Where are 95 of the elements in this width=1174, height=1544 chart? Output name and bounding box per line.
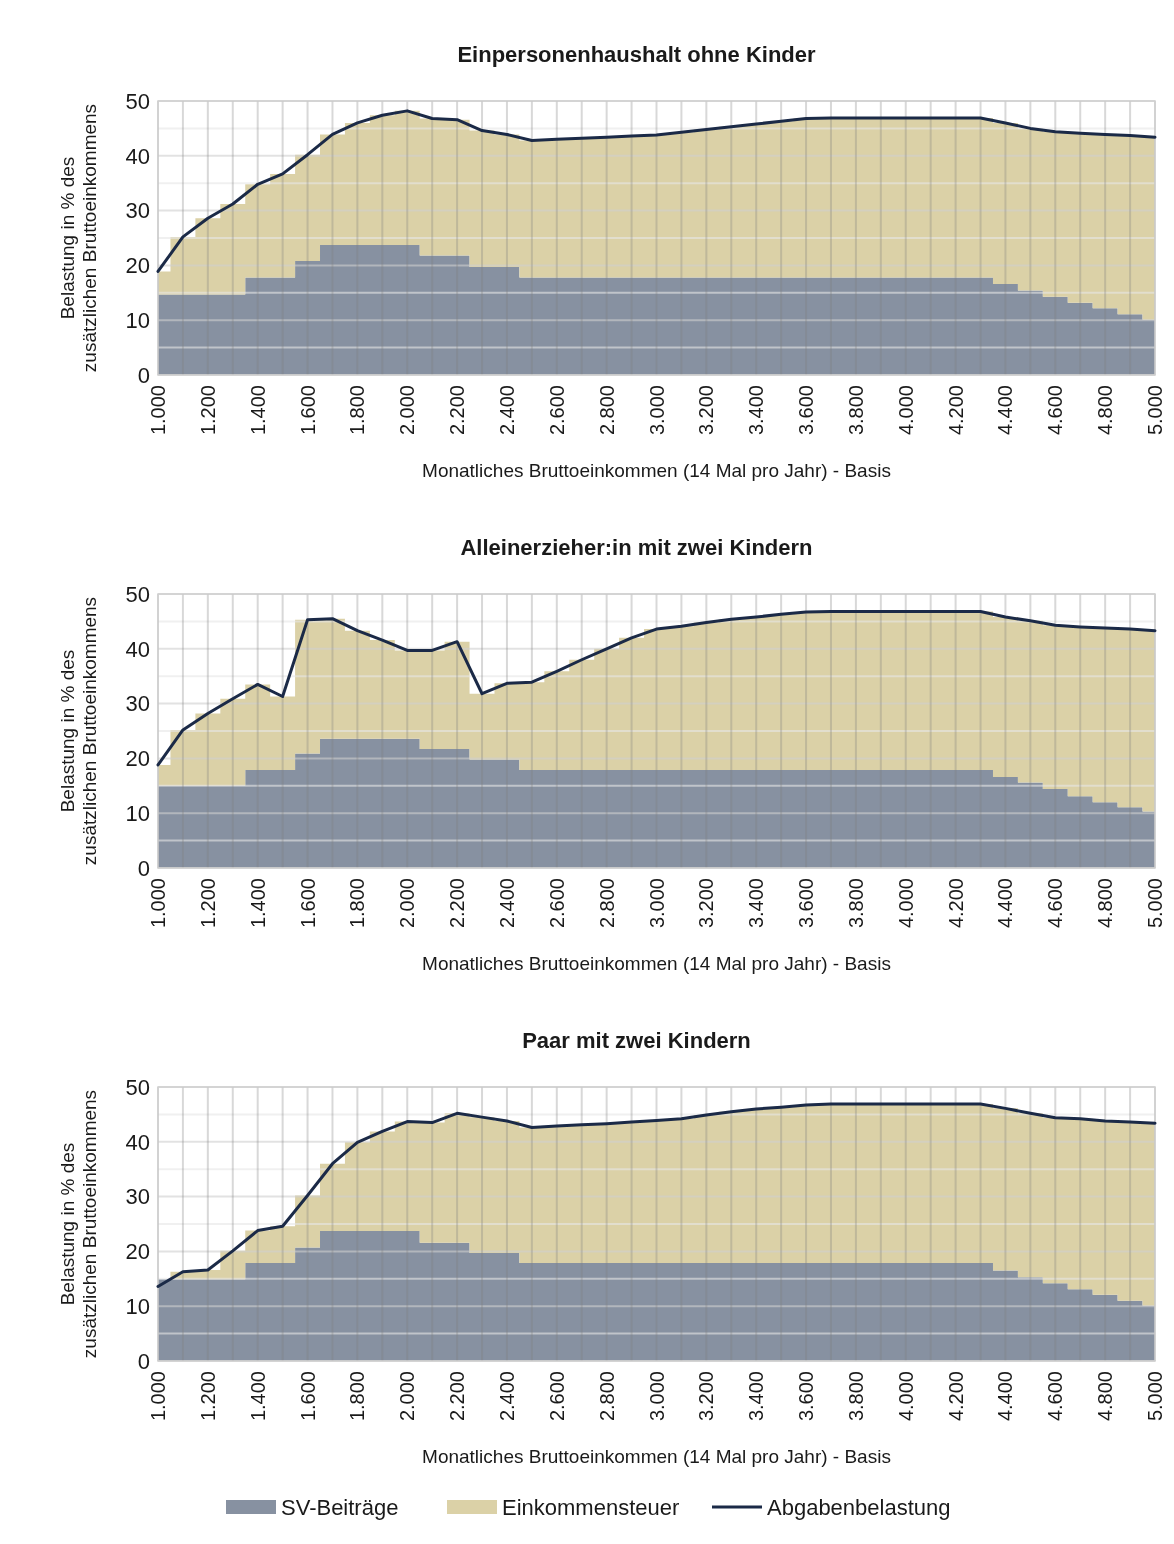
x-tick-label: 4.800 xyxy=(1094,1371,1117,1422)
x-tick-label: 3.200 xyxy=(695,1371,718,1422)
x-tick-label: 5.000 xyxy=(1144,1371,1166,1422)
x-tick-label: 1.600 xyxy=(296,1371,319,1422)
legend-label: Abgabenbelastung xyxy=(767,1494,951,1520)
x-tick-label: 3.000 xyxy=(645,385,668,436)
x-tick-label: 1.600 xyxy=(296,878,319,929)
y-tick-label: 30 xyxy=(125,1184,150,1210)
x-tick-label: 2.800 xyxy=(595,878,618,929)
x-tick-label: 4.400 xyxy=(994,1371,1017,1422)
x-tick-label: 3.200 xyxy=(695,878,718,929)
legend-label: SV-Beiträge xyxy=(281,1494,399,1520)
x-tick-label: 1.000 xyxy=(147,878,169,929)
x-tick-label: 4.600 xyxy=(1044,878,1067,929)
x-tick-label: 3.600 xyxy=(795,385,818,436)
x-tick-label: 3.000 xyxy=(645,1371,668,1422)
x-tick-label: 1.600 xyxy=(296,385,319,436)
y-axis-title: Belastung in % des zusätzlichen Bruttoeinkommens xyxy=(57,103,100,373)
y-tick-label: 20 xyxy=(125,253,150,279)
y-tick-label: 0 xyxy=(137,855,150,881)
x-tick-label: 2.000 xyxy=(396,1371,419,1422)
x-tick-label: 1.800 xyxy=(346,385,369,436)
x-tick-label: 2.800 xyxy=(595,1371,618,1422)
x-tick-label: 4.400 xyxy=(994,878,1017,929)
x-tick-label: 3.800 xyxy=(844,1371,867,1422)
x-tick-label: 3.600 xyxy=(795,878,818,929)
x-tick-label: 1.200 xyxy=(196,1371,219,1422)
x-tick-label: 4.000 xyxy=(894,1371,917,1422)
x-tick-label: 2.600 xyxy=(545,385,568,436)
y-tick-label: 50 xyxy=(125,581,150,607)
x-tick-label: 4.200 xyxy=(944,1371,967,1422)
x-tick-label: 4.800 xyxy=(1094,385,1117,436)
x-tick-label: 2.200 xyxy=(446,1371,469,1422)
y-tick-label: 40 xyxy=(125,143,150,169)
x-tick-label: 3.000 xyxy=(645,878,668,929)
x-tick-label: 4.200 xyxy=(944,878,967,929)
y-tick-label: 40 xyxy=(125,636,150,662)
x-axis-title: Monatliches Bruttoeinkommen (14 Mal pro Jahr) - Basis xyxy=(422,953,891,974)
x-tick-label: 1.000 xyxy=(147,1371,169,1422)
legend-label: Einkommensteuer xyxy=(502,1494,680,1520)
y-tick-label: 0 xyxy=(137,362,150,388)
y-tick-label: 10 xyxy=(125,800,150,826)
x-tick-label: 1.200 xyxy=(196,385,219,436)
y-tick-label: 20 xyxy=(125,746,150,772)
y-tick-label: 50 xyxy=(125,1074,150,1100)
x-tick-label: 3.600 xyxy=(795,1371,818,1422)
x-tick-label: 4.800 xyxy=(1094,878,1117,929)
x-tick-label: 2.400 xyxy=(495,385,518,436)
line-series xyxy=(156,610,1157,767)
x-tick-label: 2.800 xyxy=(595,385,618,436)
x-tick-label: 1.200 xyxy=(196,878,219,929)
y-axis-title: Belastung in % des zusätzlichen Bruttoeinkommens xyxy=(57,596,100,866)
x-tick-label: 2.400 xyxy=(495,1371,518,1422)
x-tick-label: 2.200 xyxy=(446,878,469,929)
y-tick-label: 30 xyxy=(125,198,150,224)
x-tick-label: 1.000 xyxy=(147,385,169,436)
x-tick-label: 5.000 xyxy=(1144,878,1166,929)
x-tick-label: 4.000 xyxy=(894,878,917,929)
y-tick-label: 0 xyxy=(137,1348,150,1374)
x-tick-label: 4.200 xyxy=(944,385,967,436)
x-tick-label: 3.800 xyxy=(844,878,867,929)
x-tick-label: 3.400 xyxy=(745,385,768,436)
x-tick-label: 4.600 xyxy=(1044,1371,1067,1422)
x-tick-label: 1.400 xyxy=(246,385,269,436)
y-axis-title: Belastung in % des zusätzlichen Bruttoeinkommens xyxy=(57,1089,100,1359)
x-axis-title: Monatliches Bruttoeinkommen (14 Mal pro Jahr) - Basis xyxy=(422,460,891,481)
x-tick-label: 2.600 xyxy=(545,1371,568,1422)
x-tick-label: 5.000 xyxy=(1144,385,1166,436)
y-tick-label: 50 xyxy=(125,88,150,114)
y-tick-label: 10 xyxy=(125,1293,150,1319)
x-tick-label: 2.400 xyxy=(495,878,518,929)
x-tick-label: 3.200 xyxy=(695,385,718,436)
x-tick-label: 2.000 xyxy=(396,878,419,929)
line-series xyxy=(156,109,1157,273)
x-tick-label: 1.800 xyxy=(346,1371,369,1422)
x-tick-label: 1.400 xyxy=(246,878,269,929)
x-tick-label: 1.400 xyxy=(246,1371,269,1422)
x-axis-title: Monatliches Bruttoeinkommen (14 Mal pro Jahr) - Basis xyxy=(422,1446,891,1467)
chart-title: Einpersonenhaushalt ohne Kinder xyxy=(457,42,817,67)
x-tick-label: 4.400 xyxy=(994,385,1017,436)
x-tick-label: 2.000 xyxy=(396,385,419,436)
chart-title: Paar mit zwei Kindern xyxy=(522,1028,751,1053)
y-tick-label: 40 xyxy=(125,1129,150,1155)
x-tick-label: 3.800 xyxy=(844,385,867,436)
y-tick-label: 20 xyxy=(125,1239,150,1265)
x-tick-label: 3.400 xyxy=(745,878,768,929)
y-tick-label: 10 xyxy=(125,307,150,333)
x-tick-label: 1.800 xyxy=(346,878,369,929)
x-tick-label: 3.400 xyxy=(745,1371,768,1422)
y-tick-label: 30 xyxy=(125,691,150,717)
x-tick-label: 4.000 xyxy=(894,385,917,436)
chart-title: Alleinerzieher:in mit zwei Kindern xyxy=(460,535,813,560)
x-tick-label: 2.600 xyxy=(545,878,568,929)
x-tick-label: 2.200 xyxy=(446,385,469,436)
x-tick-label: 4.600 xyxy=(1044,385,1067,436)
